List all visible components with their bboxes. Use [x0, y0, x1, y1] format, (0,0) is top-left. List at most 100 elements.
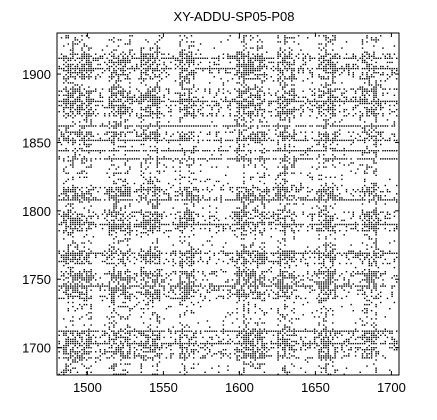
data-point [72, 271, 74, 273]
data-point [179, 297, 181, 300]
data-point [183, 92, 186, 94]
data-point [81, 133, 83, 135]
data-point [188, 158, 190, 160]
data-point [243, 113, 245, 115]
data-point [209, 104, 211, 107]
data-point [236, 193, 238, 195]
data-point [231, 131, 234, 133]
data-point [131, 102, 133, 105]
data-point [231, 256, 234, 259]
data-point [158, 125, 161, 127]
data-point [63, 102, 65, 105]
data-point [63, 55, 65, 57]
data-point [179, 59, 181, 62]
data-point [152, 223, 154, 226]
data-point [222, 84, 225, 86]
data-point [243, 264, 245, 267]
data-point [129, 72, 131, 74]
data-point [202, 347, 204, 349]
data-point [97, 100, 99, 103]
data-point [85, 150, 88, 152]
data-point [254, 69, 256, 72]
data-point [85, 291, 88, 293]
data-point [179, 108, 181, 111]
data-point [181, 139, 183, 142]
data-point [152, 342, 154, 345]
data-point [234, 57, 236, 59]
data-point [158, 320, 161, 322]
data-point [104, 209, 106, 211]
data-point [101, 139, 104, 142]
data-point [88, 252, 90, 254]
data-point [81, 283, 83, 285]
data-point [156, 69, 158, 72]
data-point [142, 98, 145, 101]
data-point [120, 359, 122, 361]
data-point [120, 252, 122, 254]
data-point [81, 254, 83, 256]
data-point [69, 369, 72, 371]
data-point [67, 213, 69, 215]
data-point [234, 264, 236, 267]
data-point [133, 330, 136, 332]
data-point [108, 342, 111, 345]
data-point [97, 133, 99, 135]
data-point [88, 115, 90, 117]
data-point [140, 133, 142, 135]
data-point [88, 227, 90, 230]
data-point [179, 338, 181, 341]
data-point [85, 289, 88, 291]
data-point [106, 193, 108, 195]
data-point [254, 281, 256, 283]
data-point [120, 86, 122, 88]
data-point [213, 184, 215, 187]
data-point [124, 162, 126, 164]
data-point [245, 275, 247, 277]
data-point [252, 209, 254, 211]
data-point [117, 166, 120, 168]
data-point [256, 293, 259, 295]
data-point [131, 57, 133, 59]
data-point [156, 219, 158, 222]
data-point [168, 283, 170, 285]
data-point [115, 158, 117, 160]
data-point [72, 197, 74, 199]
data-point [156, 117, 158, 119]
data-point [113, 277, 115, 279]
data-point [193, 289, 195, 291]
data-point [256, 250, 259, 252]
data-point [129, 51, 131, 53]
data-point [195, 223, 197, 226]
data-point [108, 221, 111, 224]
data-point [227, 369, 229, 371]
data-point [83, 43, 85, 45]
data-point [188, 223, 190, 226]
data-point [193, 147, 195, 150]
data-point [76, 262, 79, 265]
data-point [250, 127, 252, 129]
data-point [252, 271, 254, 273]
data-point [193, 353, 195, 355]
data-point [181, 349, 183, 351]
data-point [72, 102, 74, 105]
data-point [145, 72, 147, 74]
data-point [124, 279, 126, 281]
data-point [177, 100, 179, 103]
data-point [88, 78, 90, 80]
data-point [154, 289, 156, 291]
data-point [240, 332, 243, 334]
data-point [193, 203, 195, 205]
data-point [120, 53, 122, 55]
data-point [250, 113, 252, 115]
data-point [234, 283, 236, 285]
data-point [156, 45, 158, 47]
data-point [197, 215, 199, 217]
data-point [245, 281, 247, 283]
data-point [108, 197, 111, 199]
data-point [131, 65, 133, 68]
data-point [243, 271, 245, 273]
data-point [108, 61, 111, 64]
data-point [120, 59, 122, 62]
data-point [72, 63, 74, 66]
data-point [58, 158, 60, 160]
